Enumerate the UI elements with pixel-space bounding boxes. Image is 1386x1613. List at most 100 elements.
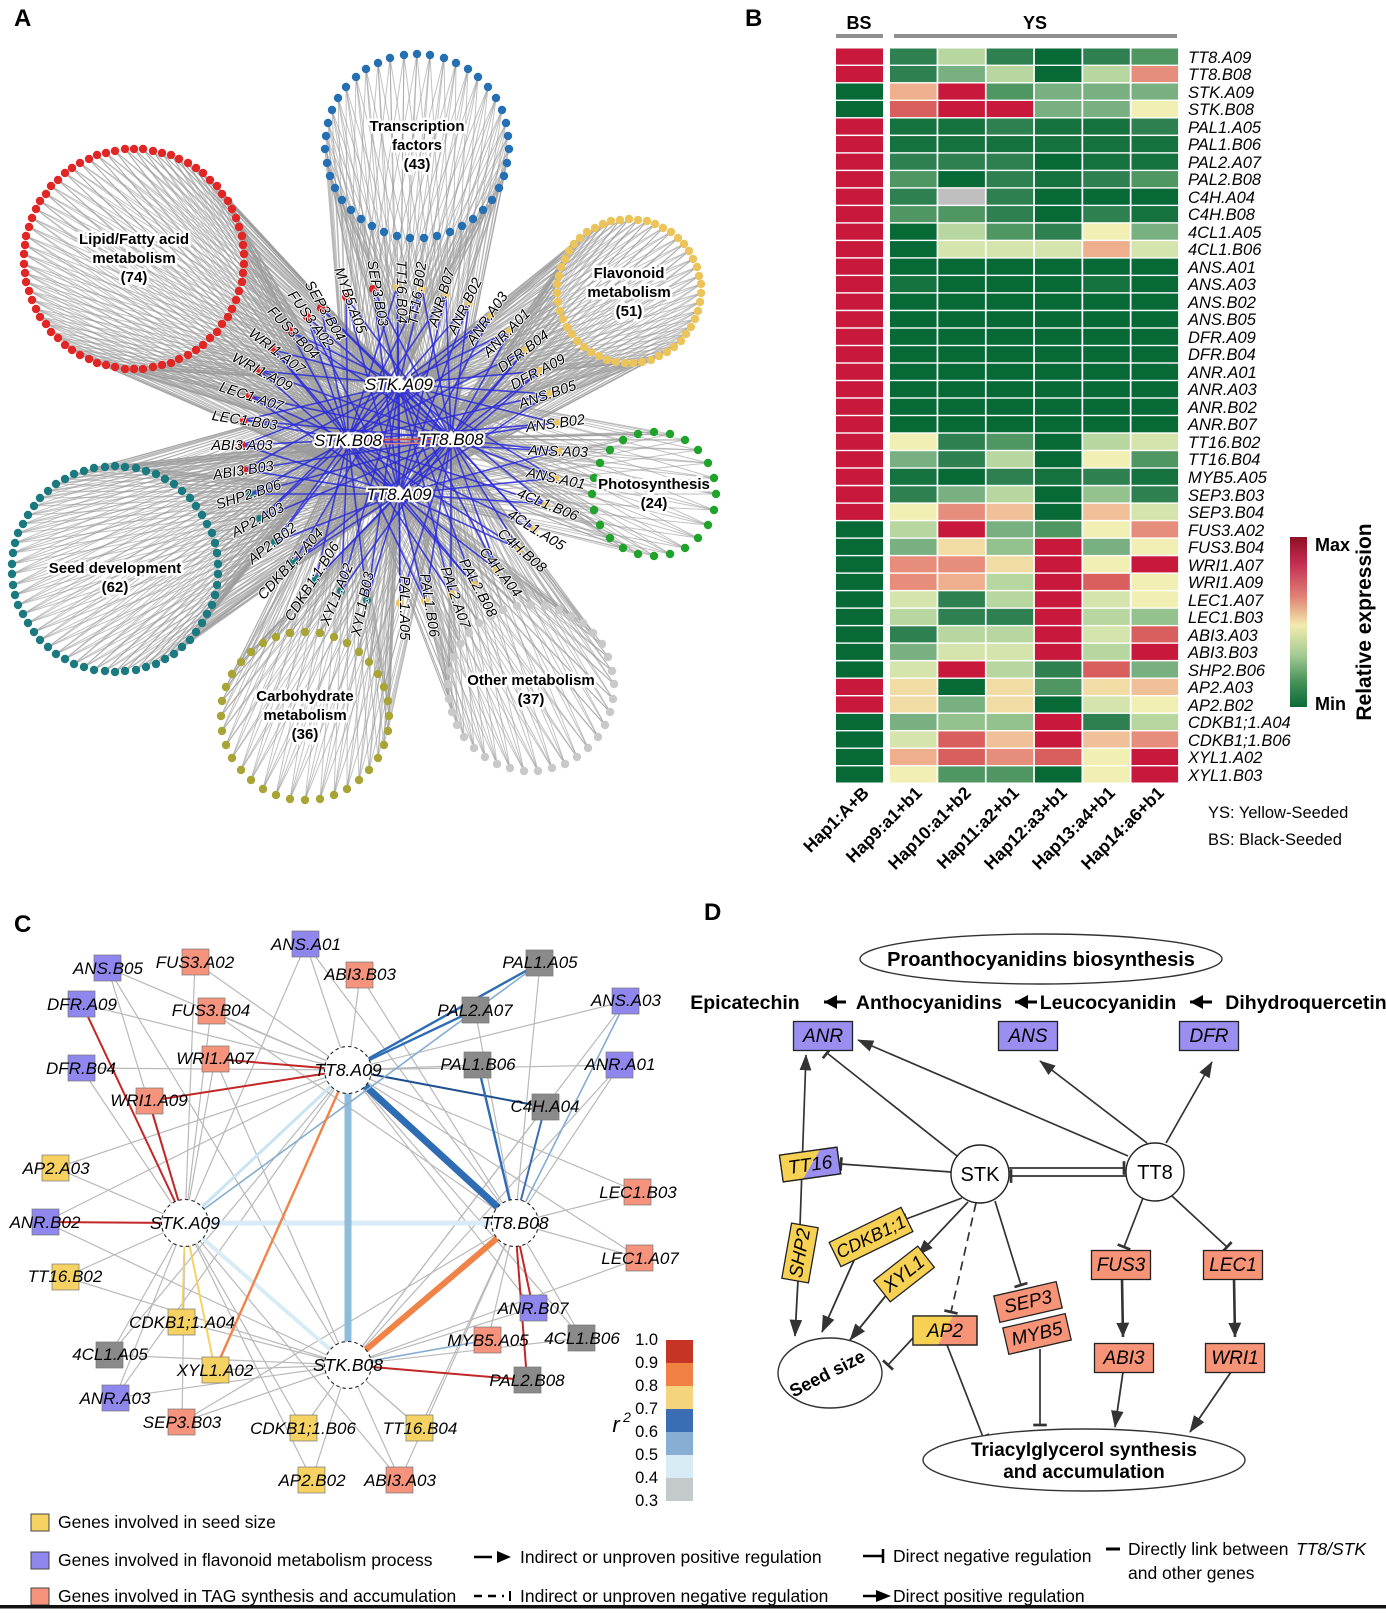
svg-text:SHP2.B06: SHP2.B06 xyxy=(1188,662,1266,680)
svg-text:Carbohydrate: Carbohydrate xyxy=(256,688,354,705)
svg-text:MYB5.A05: MYB5.A05 xyxy=(447,1331,529,1350)
svg-text:STK.B08: STK.B08 xyxy=(1188,101,1255,119)
svg-text:1.0: 1.0 xyxy=(635,1331,658,1349)
svg-text:CDKB1;1.B06: CDKB1;1.B06 xyxy=(250,1419,356,1438)
svg-text:PAL2.B08: PAL2.B08 xyxy=(1188,171,1262,189)
svg-text:PAL2.A07: PAL2.A07 xyxy=(1188,154,1262,172)
svg-text:and accumulation: and accumulation xyxy=(1003,1462,1165,1483)
svg-text:Anthocyanidins: Anthocyanidins xyxy=(856,992,1002,1014)
svg-text:0.5: 0.5 xyxy=(635,1446,658,1464)
svg-text:WRI1.A07: WRI1.A07 xyxy=(1188,557,1264,575)
svg-text:LEC1: LEC1 xyxy=(1209,1255,1257,1276)
svg-text:D: D xyxy=(704,899,721,926)
svg-text:4CL1.A05: 4CL1.A05 xyxy=(1188,224,1262,242)
svg-text:Seed development: Seed development xyxy=(49,560,182,577)
svg-text:YS: YS xyxy=(1023,13,1047,33)
svg-text:Genes involved in flavonoid me: Genes involved in flavonoid metabolism p… xyxy=(58,1550,433,1570)
svg-text:FUS3: FUS3 xyxy=(1097,1255,1146,1276)
svg-text:(74): (74) xyxy=(121,269,148,286)
svg-text:metabolism: metabolism xyxy=(92,250,175,267)
svg-text:ANS.B05: ANS.B05 xyxy=(1187,311,1257,329)
svg-text:TT16.B02: TT16.B02 xyxy=(1188,434,1260,452)
svg-text:ABI3: ABI3 xyxy=(1102,1348,1145,1369)
svg-text:Relative expression: Relative expression xyxy=(1353,523,1376,720)
svg-text:metabolism: metabolism xyxy=(587,284,670,301)
svg-text:ANR.B07: ANR.B07 xyxy=(1187,416,1258,434)
svg-text:0.4: 0.4 xyxy=(635,1469,658,1487)
svg-text:ANR.A01: ANR.A01 xyxy=(1187,364,1257,382)
svg-text:AP2.A03: AP2.A03 xyxy=(21,1159,90,1178)
svg-text:0.3: 0.3 xyxy=(635,1492,658,1510)
svg-text:ABI3.B03: ABI3.B03 xyxy=(323,965,396,984)
svg-text:LEC1.A07: LEC1.A07 xyxy=(601,1249,679,1268)
svg-text:(37): (37) xyxy=(518,691,545,708)
svg-text:ANS.B02: ANS.B02 xyxy=(1187,294,1256,312)
svg-text:C4H.A04: C4H.A04 xyxy=(511,1097,580,1116)
svg-text:FUS3.A02: FUS3.A02 xyxy=(1188,522,1264,540)
svg-text:Genes involved in TAG synthesi: Genes involved in TAG synthesis and accu… xyxy=(58,1586,456,1606)
svg-text:WRI1: WRI1 xyxy=(1211,1348,1259,1369)
svg-text:WRI1.A09: WRI1.A09 xyxy=(1188,574,1263,592)
svg-text:(24): (24) xyxy=(641,495,668,512)
svg-text:Flavonoid: Flavonoid xyxy=(594,265,665,282)
svg-text:(43): (43) xyxy=(404,156,431,173)
svg-text:4CL1.B06: 4CL1.B06 xyxy=(1188,241,1262,259)
svg-text:FUS3.B04: FUS3.B04 xyxy=(1188,539,1264,557)
svg-text:FUS3.A02: FUS3.A02 xyxy=(156,953,235,972)
svg-text:AP2.B02: AP2.B02 xyxy=(277,1471,346,1490)
svg-text:and other genes: and other genes xyxy=(1128,1563,1255,1583)
svg-text:(51): (51) xyxy=(616,303,643,320)
svg-text:ABI3.A03: ABI3.A03 xyxy=(1187,627,1259,645)
svg-text:DFR.B04: DFR.B04 xyxy=(46,1059,116,1078)
svg-text:TT16.B04: TT16.B04 xyxy=(383,1419,458,1438)
svg-text:CDKB1;1.B06: CDKB1;1.B06 xyxy=(1188,732,1292,750)
svg-text:AP2.B02: AP2.B02 xyxy=(1187,697,1253,715)
svg-text:TT8.B08: TT8.B08 xyxy=(418,430,484,449)
svg-text:Indirect or unproven positive: Indirect or unproven positive regulation xyxy=(520,1547,822,1567)
svg-text:PAL2.B08: PAL2.B08 xyxy=(489,1371,565,1390)
svg-text:DFR.B04: DFR.B04 xyxy=(1188,346,1256,364)
svg-text:XYL1.A02: XYL1.A02 xyxy=(1187,749,1262,767)
svg-text:A: A xyxy=(14,5,31,32)
svg-text:Triacylglycerol synthesis: Triacylglycerol synthesis xyxy=(971,1440,1197,1461)
svg-text:STK.A09: STK.A09 xyxy=(150,1213,220,1233)
svg-text:TT16.B02: TT16.B02 xyxy=(28,1267,103,1286)
svg-text:ANS.A01: ANS.A01 xyxy=(270,935,341,954)
svg-text:TT8.A09: TT8.A09 xyxy=(366,485,432,504)
svg-text:r: r xyxy=(612,1412,621,1437)
svg-text:SEP3.B04: SEP3.B04 xyxy=(1188,504,1264,522)
svg-text:ABI3.A03: ABI3.A03 xyxy=(363,1471,436,1490)
svg-text:C: C xyxy=(14,911,31,938)
svg-text:C4H.A04: C4H.A04 xyxy=(1188,189,1255,207)
svg-text:(36): (36) xyxy=(292,726,319,743)
svg-text:Transcription: Transcription xyxy=(369,118,464,135)
svg-text:LEC1.B03: LEC1.B03 xyxy=(599,1183,677,1202)
svg-text:TT8.B08: TT8.B08 xyxy=(1188,66,1252,84)
svg-text:STK.A09: STK.A09 xyxy=(365,375,434,394)
svg-text:ABI3.B03: ABI3.B03 xyxy=(1187,644,1259,662)
svg-text:WRI1.A07: WRI1.A07 xyxy=(176,1049,254,1068)
svg-text:ANS.A03: ANS.A03 xyxy=(1187,276,1257,294)
svg-text:WRI1.A09: WRI1.A09 xyxy=(110,1091,188,1110)
svg-text:Genes involved in seed size: Genes involved in seed size xyxy=(58,1512,276,1532)
svg-text:ANR.A03: ANR.A03 xyxy=(79,1389,151,1408)
svg-text:B: B xyxy=(745,5,762,32)
svg-text:factors: factors xyxy=(392,137,442,154)
svg-text:0.9: 0.9 xyxy=(635,1354,658,1372)
svg-text:XYL1.B03: XYL1.B03 xyxy=(1187,767,1263,785)
svg-text:STK: STK xyxy=(961,1164,1001,1186)
svg-text:TT16.B04: TT16.B04 xyxy=(1188,451,1260,469)
svg-text:Leucocyanidin: Leucocyanidin xyxy=(1040,992,1177,1014)
svg-text:ANR.B02: ANR.B02 xyxy=(9,1213,81,1232)
svg-text:DFR.A09: DFR.A09 xyxy=(47,995,117,1014)
svg-text:YS: Yellow-Seeded: YS: Yellow-Seeded xyxy=(1208,804,1348,822)
svg-text:AP2: AP2 xyxy=(926,1321,963,1342)
svg-text:STK.B08: STK.B08 xyxy=(313,1355,383,1375)
svg-text:ANS.A01: ANS.A01 xyxy=(1187,259,1256,277)
svg-text:PAL1.A05: PAL1.A05 xyxy=(502,953,578,972)
svg-text:ANS.A03: ANS.A03 xyxy=(590,991,661,1010)
svg-text:SEP3.B03: SEP3.B03 xyxy=(1188,487,1265,505)
svg-text:PAL2.A07: PAL2.A07 xyxy=(437,1001,513,1020)
svg-text:ABI3.A03: ABI3.A03 xyxy=(210,438,272,454)
svg-text:STK.A09: STK.A09 xyxy=(1188,84,1254,102)
